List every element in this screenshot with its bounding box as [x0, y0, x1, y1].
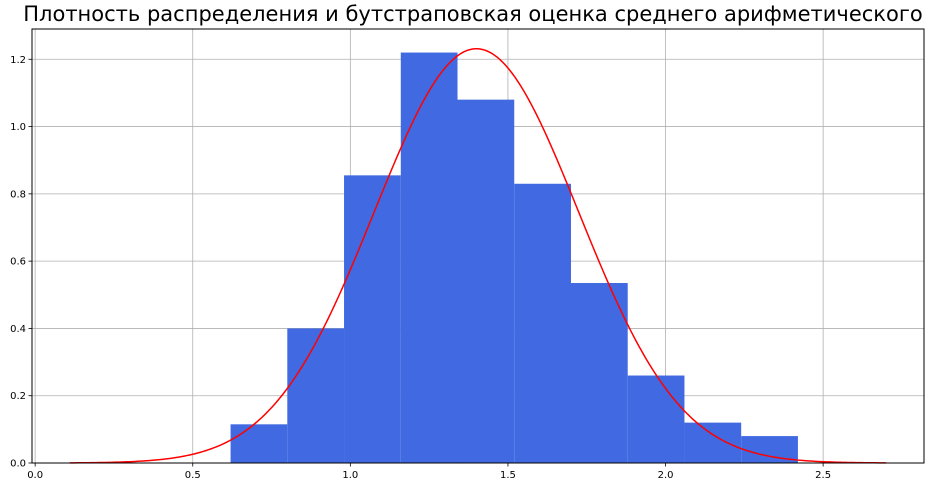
y-tick-label: 0.0	[10, 459, 26, 470]
axis-ticks: 0.0 0.5 1.0 1.5 2.0 2.5 0.0 0.2 0.4 0.6 0.8 1.0 1.2	[10, 55, 831, 481]
histogram-bar	[287, 328, 345, 463]
x-tick-label: 1.5	[500, 470, 516, 481]
x-tick-label: 2.5	[815, 470, 831, 481]
histogram-bar	[344, 175, 401, 464]
histogram-bar	[627, 375, 685, 463]
histogram-bars	[230, 52, 798, 464]
histogram-bar	[400, 52, 458, 464]
y-tick-label: 1.0	[10, 122, 26, 133]
histogram-bar	[514, 183, 571, 463]
y-tick-label: 0.6	[10, 257, 26, 268]
y-tick-label: 0.4	[10, 324, 26, 335]
chart-title: Плотность распределения и бутстраповская…	[23, 2, 923, 26]
density-curve-group	[69, 48, 887, 464]
y-tick-label: 1.2	[10, 55, 26, 66]
histogram-bar	[230, 424, 288, 463]
x-tick-label: 0.0	[27, 470, 43, 481]
histogram-bar	[570, 283, 628, 463]
density-curve	[69, 48, 887, 464]
y-tick-label: 0.8	[10, 189, 26, 200]
y-tick-label: 0.2	[10, 391, 26, 402]
x-tick-label: 2.0	[658, 470, 674, 481]
plot-frame	[31, 28, 925, 464]
x-tick-label: 1.0	[342, 470, 358, 481]
histogram-bar	[684, 422, 742, 463]
x-tick-label: 0.5	[185, 470, 201, 481]
histogram-bar	[457, 99, 515, 464]
